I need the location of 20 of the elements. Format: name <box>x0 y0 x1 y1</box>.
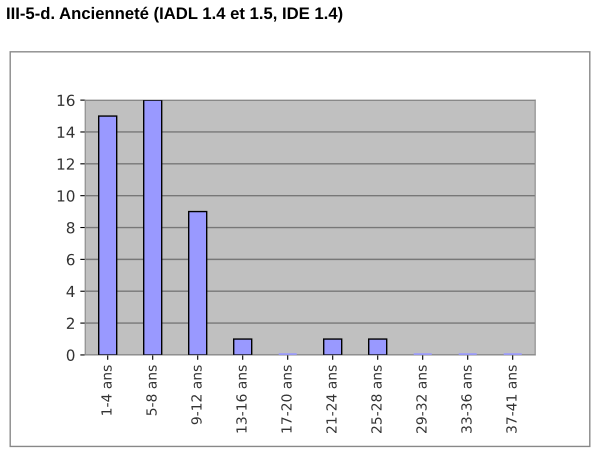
y-tick-label: 2 <box>66 318 74 329</box>
x-tick-label: 33-36 ans <box>461 365 472 433</box>
x-tick-label: 13-16 ans <box>236 365 247 432</box>
y-tick-label: 4 <box>66 286 75 298</box>
chart-title: III-5-d. Ancienneté (IADL 1.4 et 1.5, IDE 1.4) <box>7 6 342 22</box>
y-tick-label: 16 <box>58 94 75 106</box>
y-tick-label: 0 <box>66 349 74 361</box>
y-tick-label: 10 <box>58 190 74 202</box>
x-tick-label: 29-32 ans <box>416 365 427 433</box>
x-tick-label: 37-41 ans <box>506 365 517 433</box>
x-tick-label: 21-24 ans <box>326 365 337 433</box>
x-tick-label: 1-4 ans <box>101 365 112 415</box>
y-tick-label: 6 <box>66 254 75 266</box>
y-tick-label: 14 <box>58 126 75 138</box>
y-tick-label: 8 <box>66 222 74 234</box>
x-tick-label: 9-12 ans <box>191 365 202 424</box>
y-tick-label: 12 <box>58 158 74 170</box>
x-tick-label: 25-28 ans <box>371 365 382 433</box>
x-tick-label: 5-8 ans <box>146 365 157 416</box>
x-tick-label: 17-20 ans <box>281 365 292 432</box>
